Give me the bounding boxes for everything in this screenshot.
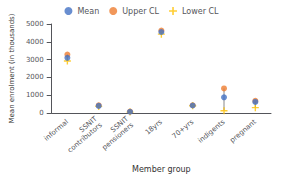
svg-text:70+yrs: 70+yrs: [171, 118, 196, 141]
svg-text:Mean enrolment (in thousands): Mean enrolment (in thousands): [8, 13, 16, 123]
svg-text:3000: 3000: [26, 56, 44, 64]
svg-text:contributors: contributors: [66, 121, 104, 155]
svg-text:SSNIT: SSNIT: [77, 114, 99, 135]
svg-text:2000: 2000: [26, 73, 44, 81]
svg-text:indigents: indigents: [197, 118, 227, 145]
svg-text:4000: 4000: [26, 38, 44, 46]
svg-text:1000: 1000: [26, 91, 44, 99]
svg-text:0: 0: [39, 109, 43, 117]
svg-text:informal: informal: [43, 118, 70, 143]
svg-text:18yrs: 18yrs: [144, 118, 164, 137]
svg-text:Member group: Member group: [132, 165, 191, 174]
svg-text:pregnant: pregnant: [228, 118, 258, 145]
svg-text:5000: 5000: [26, 20, 44, 28]
svg-text:pensioners: pensioners: [101, 121, 136, 152]
svg-text:SSNIT: SSNIT: [109, 114, 130, 135]
svg-text:Mean: Mean: [77, 7, 99, 16]
svg-text:Lower CL: Lower CL: [182, 7, 219, 16]
svg-text:Upper CL: Upper CL: [122, 7, 159, 16]
